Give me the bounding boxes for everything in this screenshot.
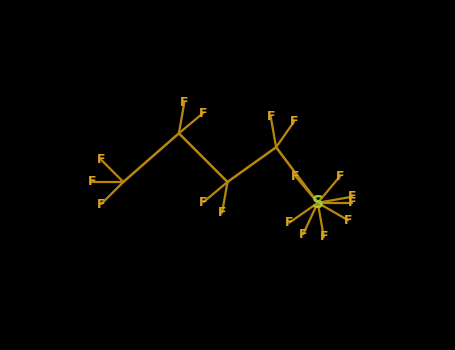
Text: F: F xyxy=(344,214,352,227)
Text: F: F xyxy=(97,153,106,166)
Text: F: F xyxy=(267,110,275,123)
Text: F: F xyxy=(348,196,357,209)
Text: F: F xyxy=(291,170,300,183)
Text: F: F xyxy=(299,228,308,241)
Text: F: F xyxy=(180,96,188,109)
Text: F: F xyxy=(97,197,106,211)
Text: F: F xyxy=(336,170,344,183)
Text: F: F xyxy=(285,216,293,229)
Text: F: F xyxy=(88,175,96,188)
Text: F: F xyxy=(319,230,328,244)
Text: F: F xyxy=(198,107,207,120)
Text: F: F xyxy=(290,115,298,128)
Text: F: F xyxy=(218,206,226,219)
Text: F: F xyxy=(348,190,356,203)
Text: F: F xyxy=(199,196,208,209)
Text: S: S xyxy=(312,194,324,212)
